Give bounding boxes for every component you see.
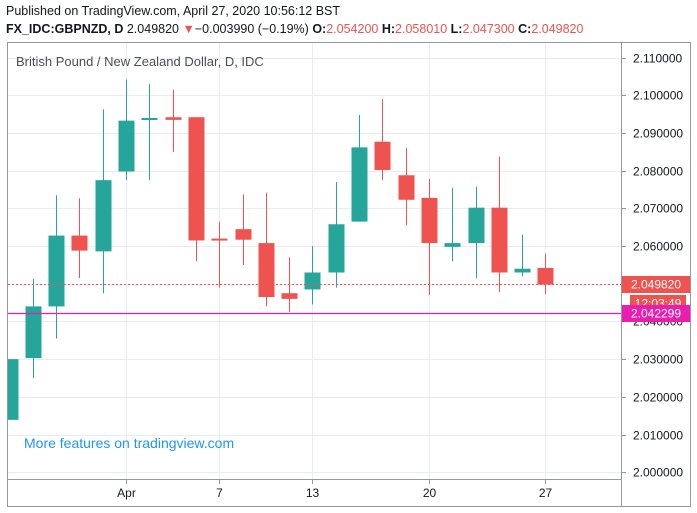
grid	[8, 43, 621, 479]
overlays	[8, 284, 621, 315]
y-tick-label: 2.080000	[633, 165, 683, 179]
open-label: O:	[312, 22, 327, 36]
price-axis[interactable]: 2.110000 2.100000 2.090000 2.080000 2.070000…	[621, 52, 683, 480]
x-tick-label: 7	[216, 486, 223, 500]
candle-body	[468, 207, 485, 244]
candle-body	[491, 207, 508, 273]
candle-body	[25, 306, 42, 359]
x-tick-label: Apr	[117, 486, 136, 500]
candle-body	[235, 229, 252, 240]
y-tick-label: 2.010000	[633, 429, 683, 443]
hline-label: 2.042299	[631, 307, 681, 321]
last-price-label: 2.049820	[631, 278, 681, 292]
low-value: 2.047300	[462, 22, 515, 36]
candle-body	[188, 117, 205, 241]
promo-link[interactable]: More features on tradingview.com	[24, 435, 234, 451]
candle-body	[281, 293, 298, 299]
high-label: H:	[381, 22, 396, 36]
time-axis[interactable]: Apr 7 13 20 27	[117, 479, 552, 500]
candle-body	[165, 117, 182, 120]
x-tick-label: 27	[539, 486, 553, 500]
last-price-label-bg	[622, 276, 690, 293]
hline-label-bg	[622, 305, 690, 322]
candle-body	[211, 238, 228, 241]
high-value: 2.058010	[395, 22, 448, 36]
change-value: −0.003990 (−0.19%)	[194, 22, 309, 36]
x-tick-label: 20	[423, 486, 437, 500]
chart-title: British Pound / New Zealand Dollar, D, I…	[16, 54, 264, 69]
candle-body	[71, 235, 88, 251]
y-tick-label: 2.020000	[633, 391, 683, 405]
close-value: 2.049820	[531, 22, 584, 36]
candle-body	[537, 267, 554, 285]
x-tick-label: 13	[306, 486, 320, 500]
candle-body	[444, 243, 461, 247]
candle-body	[514, 268, 531, 273]
candle-body	[95, 180, 112, 252]
candle-body	[328, 224, 345, 273]
y-tick-label: 2.000000	[633, 466, 683, 480]
low-label: L:	[450, 22, 463, 36]
price-labels: 2.049820 12:03:49 2.042299	[622, 276, 690, 322]
candle-body	[304, 272, 321, 290]
symbol-label: FX_IDC:GBPNZD, D	[6, 22, 124, 36]
y-tick-label: 2.060000	[633, 240, 683, 254]
change-arrow-icon: ▼	[182, 22, 195, 36]
symbol-ohlc-line: FX_IDC:GBPNZD, D 2.049820 ▼−0.003990 (−0…	[6, 22, 583, 36]
published-note: Published on TradingView.com, April 27, …	[6, 4, 341, 18]
y-tick-label: 2.100000	[633, 89, 683, 103]
candle-body	[421, 197, 438, 244]
candle-body	[258, 243, 275, 297]
candles	[8, 79, 554, 420]
last-value: 2.049820	[126, 22, 179, 36]
candle-body	[8, 359, 19, 420]
chart-frame	[7, 42, 691, 507]
candle-body	[398, 175, 415, 200]
candle-body	[351, 147, 368, 222]
open-value: 2.054200	[326, 22, 379, 36]
y-tick-label: 2.110000	[633, 52, 682, 66]
candle-body	[118, 120, 135, 172]
candle-body	[374, 141, 391, 170]
candle-body	[48, 235, 65, 307]
close-label: C:	[518, 22, 532, 36]
y-tick-label: 2.070000	[633, 202, 683, 216]
candle-body	[141, 117, 158, 120]
y-tick-label: 2.030000	[633, 353, 683, 367]
y-tick-label: 2.090000	[633, 127, 683, 141]
